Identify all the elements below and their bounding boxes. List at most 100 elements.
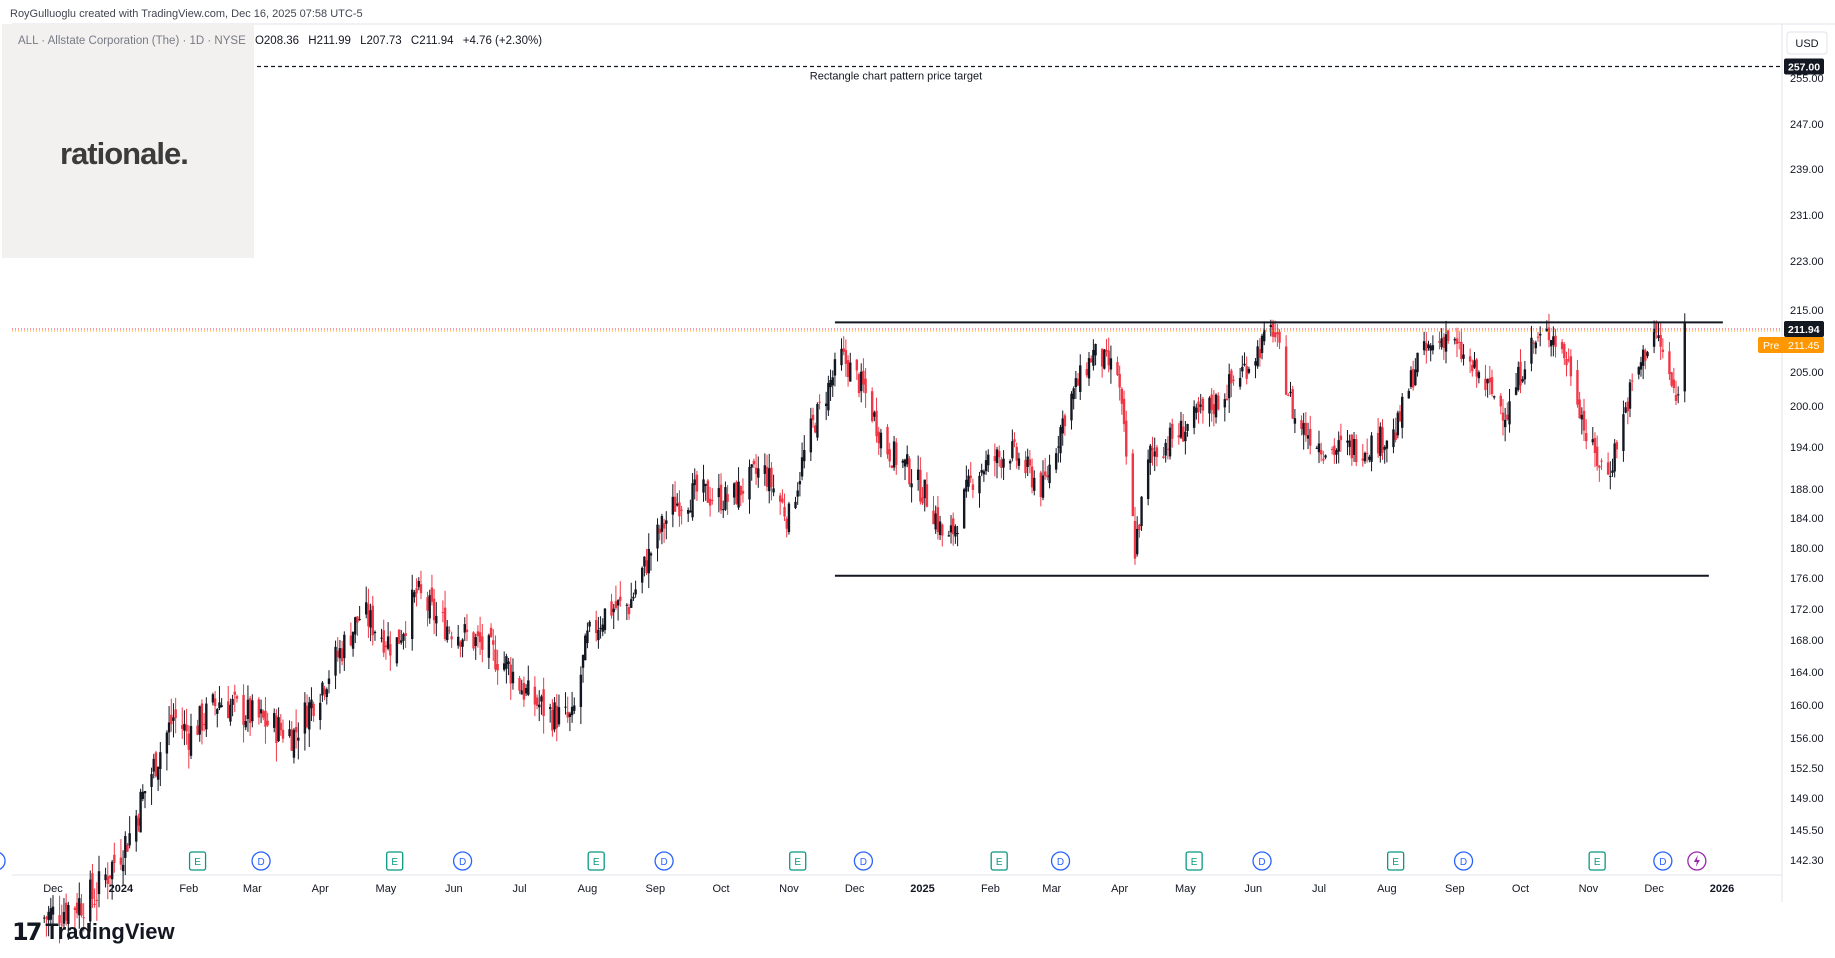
candle: [1171, 418, 1174, 448]
x-tick-label: Dec: [43, 883, 63, 895]
candle: [1151, 436, 1154, 466]
candle: [1370, 432, 1373, 472]
candle: [673, 481, 677, 512]
candle: [205, 697, 208, 737]
dividend-icon[interactable]: D: [251, 851, 271, 871]
candle: [292, 728, 296, 764]
chart-drawings[interactable]: Rectangle chart pattern price target: [12, 65, 1782, 577]
candle: [952, 512, 955, 546]
earnings-icon[interactable]: E: [587, 851, 605, 871]
candle: [64, 893, 68, 926]
candle: [1521, 376, 1524, 384]
candle: [1624, 402, 1627, 414]
svg-text:Pre: Pre: [1763, 340, 1780, 352]
candle: [783, 493, 786, 522]
candle: [248, 695, 252, 736]
candle: [1425, 332, 1428, 364]
x-tick-label: Oct: [712, 883, 729, 895]
candle: [73, 906, 77, 930]
earnings-icon[interactable]: E: [1386, 851, 1405, 871]
candle: [540, 694, 543, 715]
candle: [888, 442, 891, 468]
earnings-icon[interactable]: E: [386, 851, 404, 871]
candle: [627, 603, 631, 620]
candle: [1210, 388, 1213, 422]
time-axis[interactable]: Dec 2024 Feb Mar Apr May Jun Jul Aug Sep Oct Nov Dec…: [43, 883, 1734, 895]
candle: [1054, 448, 1058, 474]
candle: [380, 628, 383, 643]
candle: [798, 471, 802, 497]
candle: [1276, 324, 1279, 347]
candle: [266, 712, 269, 727]
candle: [325, 687, 328, 705]
candle: [1122, 390, 1126, 432]
candle: [213, 691, 217, 716]
candle: [1103, 348, 1106, 370]
currency-label[interactable]: USD: [1786, 31, 1828, 55]
candle: [875, 397, 878, 443]
chart-attribution: RoyGulluoglu created with TradingView.co…: [10, 8, 363, 20]
candle: [80, 894, 83, 918]
candle: [1287, 393, 1290, 397]
splash-icon[interactable]: [1687, 851, 1707, 871]
candle: [1278, 329, 1281, 350]
candle: [873, 410, 876, 422]
candle: [154, 750, 158, 778]
candle: [159, 741, 162, 787]
earnings-icon[interactable]: E: [990, 851, 1008, 871]
candle: [796, 482, 799, 505]
dividend-icon[interactable]: D: [1050, 851, 1071, 871]
candle: [925, 472, 929, 508]
svg-text:D: D: [459, 857, 466, 868]
symbol-legend[interactable]: ALL · Allstate Corporation (The) · 1D · …: [18, 35, 542, 47]
dividend-icon[interactable]: D: [853, 851, 874, 871]
svg-text:D: D: [1460, 857, 1467, 868]
earnings-icon[interactable]: E: [1588, 851, 1606, 871]
candle: [294, 709, 298, 749]
candle: [91, 863, 94, 909]
event-markers[interactable]: DEDEDEDEDEDEDEDED: [0, 851, 1707, 871]
candle: [1376, 418, 1380, 458]
candle: [1192, 400, 1196, 435]
candle: [297, 722, 300, 760]
earnings-icon[interactable]: E: [789, 851, 807, 871]
candle: [1254, 358, 1257, 379]
candle: [181, 707, 184, 739]
earnings-icon[interactable]: E: [1185, 851, 1203, 871]
candle: [404, 621, 407, 649]
candle: [719, 473, 723, 514]
dividend-icon[interactable]: D: [654, 851, 674, 871]
svg-text:E: E: [1594, 857, 1601, 868]
candle: [1578, 391, 1581, 419]
dividend-icon[interactable]: D: [0, 852, 6, 870]
candle: [1008, 459, 1012, 470]
candle: [290, 721, 293, 751]
candle: [1039, 470, 1043, 507]
candle: [995, 446, 999, 479]
dividend-icon[interactable]: D: [1453, 851, 1474, 871]
dividend-icon[interactable]: D: [1252, 851, 1272, 871]
candle: [1243, 352, 1246, 367]
candle: [741, 478, 745, 503]
tradingview-brand[interactable]: 17 TradingView: [12, 918, 175, 946]
candle: [273, 708, 276, 733]
candle: [956, 525, 959, 547]
dividend-icon[interactable]: D: [1653, 851, 1673, 871]
svg-text:211.94: 211.94: [1788, 324, 1820, 336]
earnings-icon[interactable]: E: [188, 851, 207, 871]
y-tick-label: 145.50: [1790, 825, 1824, 837]
candle: [980, 463, 983, 477]
candle: [1379, 422, 1382, 463]
candle: [1105, 338, 1108, 357]
x-tick-label: Oct: [1512, 883, 1529, 895]
candle: [1258, 338, 1262, 367]
candle: [1567, 348, 1570, 363]
candle: [1199, 393, 1202, 414]
candle: [765, 454, 769, 492]
price-axis[interactable]: 255.00 247.00 239.00 231.00 223.00 215.00 205.…: [1790, 73, 1824, 867]
dividend-icon[interactable]: D: [452, 851, 473, 871]
candle: [1401, 393, 1404, 439]
y-tick-label: 142.30: [1790, 855, 1824, 867]
candle: [507, 657, 510, 676]
